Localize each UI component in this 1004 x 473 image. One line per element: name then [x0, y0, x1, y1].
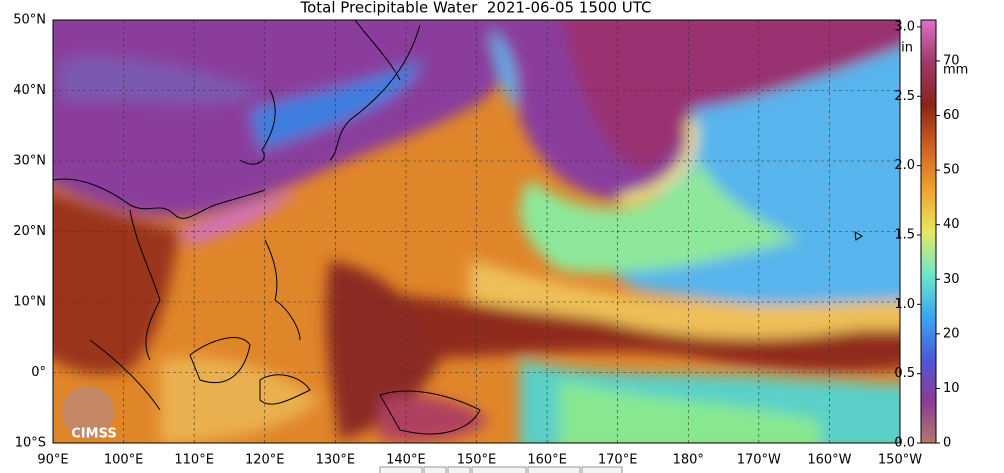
mm-tick-label: 20 [943, 326, 960, 341]
in-tick-label: 1.0 [894, 297, 915, 312]
map-imagery: CIMSS [53, 20, 900, 443]
lat-label: 0° [31, 365, 46, 380]
lon-label: 150°W [878, 453, 922, 468]
colorbar [920, 19, 937, 444]
in-tick-label: 3.0 [894, 19, 915, 34]
in-tick-label: 2.0 [894, 158, 915, 173]
mm-tick-label: 60 [943, 108, 960, 123]
lat-label: 20°N [13, 224, 46, 239]
lat-label: 50°N [13, 13, 46, 28]
lon-label: 160°W [807, 453, 851, 468]
title: Total Precipitable Water 2021-06-05 1500… [299, 0, 651, 17]
coastlines [53, 20, 863, 435]
mm-unit: mm [943, 63, 968, 78]
lon-label: 140°E [386, 453, 426, 468]
mm-tick-label: 0 [943, 436, 951, 451]
mm-tick-label: 10 [943, 381, 960, 396]
map-frame [52, 19, 901, 444]
in-tick-label: 2.5 [894, 89, 915, 104]
mm-tick-label: 50 [943, 163, 960, 178]
lat-label: 10°N [13, 295, 46, 310]
bottom-tabs [379, 466, 623, 473]
lon-label: 170°E [598, 453, 638, 468]
in-tick-label: 0.0 [894, 436, 915, 451]
lon-label: 150°E [457, 453, 497, 468]
mm-tick-label: 40 [943, 217, 960, 232]
lon-label: 130°E [316, 453, 356, 468]
lat-label: 10°S [15, 436, 46, 451]
logo: CIMSS [62, 386, 117, 442]
lon-label: 170°W [737, 453, 781, 468]
lon-label: 120°E [245, 453, 285, 468]
lon-label: 100°E [104, 453, 144, 468]
mm-tick-label: 70 [943, 53, 960, 68]
logo-text: CIMSS [71, 427, 116, 442]
in-unit: in [901, 41, 913, 56]
in-tick-label: 0.5 [894, 366, 915, 381]
lon-label: 90°E [37, 453, 68, 468]
lat-label: 30°N [13, 154, 46, 169]
lat-label: 40°N [13, 83, 46, 98]
lon-label: 180° [673, 453, 704, 468]
in-tick-label: 1.5 [894, 227, 915, 242]
lon-label: 160°E [527, 453, 567, 468]
mm-tick-label: 30 [943, 272, 960, 287]
lon-label: 110°E [174, 453, 214, 468]
